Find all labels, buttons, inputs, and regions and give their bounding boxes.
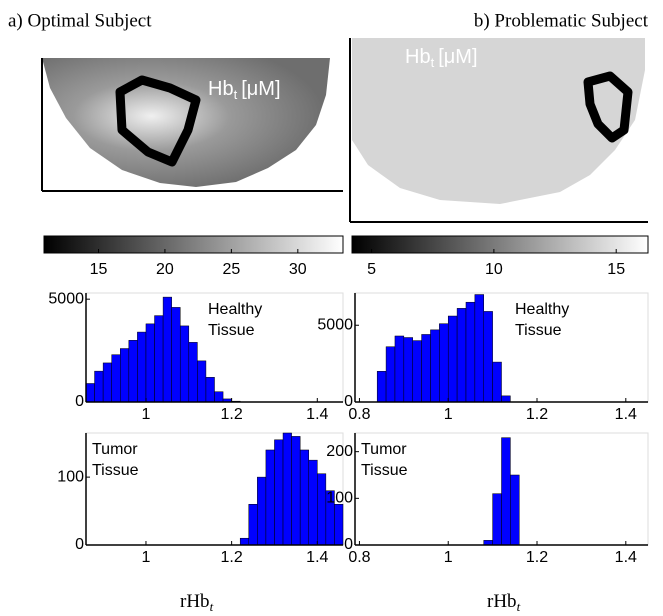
x-tick-label: 1.4 xyxy=(615,406,637,423)
bar xyxy=(283,433,292,545)
bar xyxy=(163,297,172,402)
bar xyxy=(300,450,309,545)
y-tick-label: 0 xyxy=(75,393,84,410)
bar xyxy=(86,383,95,402)
bar xyxy=(120,349,129,402)
colorbar-tick-label: 25 xyxy=(222,261,240,278)
colorbar-tick-label: 10 xyxy=(485,261,503,278)
bar xyxy=(112,355,121,402)
bar xyxy=(257,477,266,545)
bar xyxy=(215,392,224,402)
y-tick-label: 5000 xyxy=(48,290,84,307)
colorbar-tick-label: 30 xyxy=(289,261,307,278)
bar xyxy=(197,361,206,402)
y-tick-label: 5000 xyxy=(317,316,353,333)
y-tick-label: 200 xyxy=(326,443,353,460)
bar xyxy=(240,538,249,545)
bar xyxy=(448,316,457,402)
bar xyxy=(189,342,198,402)
bar xyxy=(395,336,404,402)
bar xyxy=(377,371,386,402)
bar xyxy=(386,347,395,402)
bar xyxy=(103,363,112,402)
bar xyxy=(457,308,466,402)
x-tick-label: 1.2 xyxy=(221,406,243,423)
annotation: Tumor xyxy=(92,441,138,458)
colorbar-tick-label: 15 xyxy=(90,261,108,278)
x-tick-label: 1.2 xyxy=(526,406,548,423)
x-tick-label: 0.8 xyxy=(348,549,370,566)
bar xyxy=(266,450,275,545)
bar xyxy=(309,460,318,545)
x-axis-label: rHbt xyxy=(180,591,214,614)
bar xyxy=(95,371,104,402)
x-axis-label: rHbt xyxy=(487,591,521,614)
colorbar-tick-label: 20 xyxy=(156,261,174,278)
bar xyxy=(172,307,181,402)
bar xyxy=(274,440,283,545)
x-tick-label: 1.2 xyxy=(526,549,548,566)
image-label: Hbt[μM] xyxy=(208,78,281,102)
x-tick-label: 0.8 xyxy=(348,406,370,423)
bar xyxy=(413,341,422,402)
bar xyxy=(404,338,413,402)
bar xyxy=(129,340,138,402)
bar xyxy=(180,326,189,402)
bar xyxy=(502,396,511,402)
bar xyxy=(206,377,215,402)
bar xyxy=(334,504,343,545)
x-tick-label: 1.4 xyxy=(615,549,637,566)
bar xyxy=(475,295,484,402)
bar xyxy=(317,474,326,545)
bar xyxy=(430,330,439,402)
x-tick-label: 1.4 xyxy=(306,549,328,566)
bar xyxy=(422,334,431,402)
x-tick-label: 1.2 xyxy=(221,549,243,566)
bar xyxy=(439,324,448,402)
bar xyxy=(484,311,493,402)
panel-title: a) Optimal Subject xyxy=(8,10,152,31)
x-tick-label: 1 xyxy=(142,549,151,566)
bar xyxy=(137,332,146,402)
bar xyxy=(493,362,502,402)
bar xyxy=(155,316,164,402)
y-tick-label: 100 xyxy=(57,468,84,485)
x-tick-label: 1 xyxy=(444,549,453,566)
page: a) Optimal Subject b) Problematic Subjec… xyxy=(0,0,663,616)
colorbar-tick-label: 15 xyxy=(607,261,625,278)
figure: a) Optimal Subject b) Problematic Subjec… xyxy=(0,0,663,616)
y-tick-label: 100 xyxy=(326,490,353,507)
panel-title: b) Problematic Subject xyxy=(474,10,649,31)
bar xyxy=(510,475,519,545)
colorbar xyxy=(352,236,648,253)
annotation: Tissue xyxy=(208,322,255,339)
colorbar-tick-label: 5 xyxy=(367,261,376,278)
bar xyxy=(146,324,155,402)
x-tick-label: 1.4 xyxy=(306,406,328,423)
bar xyxy=(249,504,258,545)
bar xyxy=(292,436,301,545)
x-tick-label: 1 xyxy=(444,406,453,423)
annotation: Healthy xyxy=(208,301,262,318)
x-tick-label: 1 xyxy=(142,406,151,423)
annotation: Healthy xyxy=(515,301,569,318)
annotation: Tissue xyxy=(361,462,408,479)
bar xyxy=(493,494,502,545)
annotation: Tissue xyxy=(92,462,139,479)
annotation: Tumor xyxy=(361,441,407,458)
bar xyxy=(466,302,475,402)
y-tick-label: 0 xyxy=(75,536,84,553)
image-label: Hbt[μM] xyxy=(405,46,478,70)
bar xyxy=(502,438,511,545)
annotation: Tissue xyxy=(515,322,562,339)
